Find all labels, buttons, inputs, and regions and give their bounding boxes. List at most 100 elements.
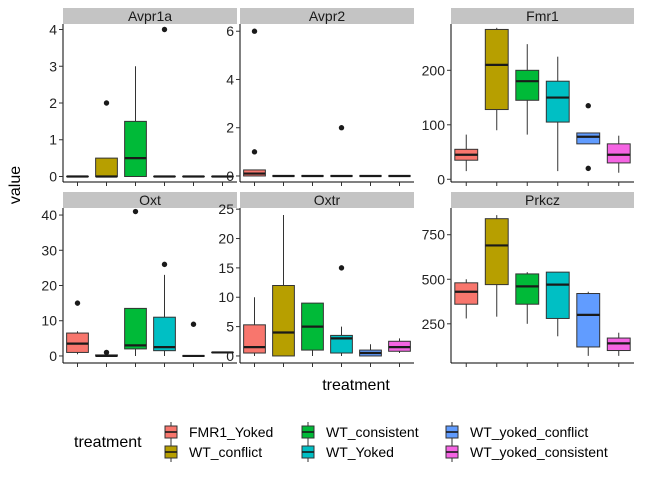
y-tick-label-oxtr-1: 5 xyxy=(226,319,234,335)
outlier-point-0 xyxy=(190,321,197,327)
box-body xyxy=(576,132,601,145)
y-axis-title: value xyxy=(7,166,24,204)
y-tick-label-avpr1a-1: 1 xyxy=(49,132,57,148)
box-oxtr-wt-yoked xyxy=(330,265,353,356)
x-axis-title: treatment xyxy=(322,377,390,394)
strip-fmr1 xyxy=(451,8,634,24)
box-body xyxy=(545,80,570,123)
outlier-point-1 xyxy=(251,28,258,34)
legend: treatment FMR1_Yoked WT_conflict WT_consis… xyxy=(74,422,608,462)
box-body xyxy=(153,316,176,352)
box-avpr2-wt-yoked xyxy=(330,125,353,178)
facet-panels: Avpr1a01234Avpr20246Fmr10100200Oxt010203… xyxy=(41,8,634,367)
box-avpr1a-wt-yoked xyxy=(153,26,176,178)
box-body xyxy=(330,334,353,354)
legend-label-wt-yoked-consistent: WT_yoked_consistent xyxy=(470,444,608,460)
y-tick-label-avpr1a-2: 2 xyxy=(49,95,57,111)
box-fmr1-wt-consistent xyxy=(515,44,540,135)
legend-label-wt-consistent: WT_consistent xyxy=(326,424,419,440)
box-body xyxy=(576,293,601,348)
legend-label-wt-conflict: WT_conflict xyxy=(189,444,262,460)
box-body xyxy=(124,120,147,177)
box-body xyxy=(484,218,509,286)
y-tick-label-oxt-3: 30 xyxy=(41,242,57,258)
y-tick-label-avpr1a-0: 0 xyxy=(49,168,57,184)
y-tick-label-avpr2-1: 2 xyxy=(226,120,234,136)
box-fmr1-wt-yoked xyxy=(545,56,570,172)
panel-fmr1: Fmr1 0 100 200 xyxy=(422,8,634,187)
box-oxtr-wt-yoked-consistent xyxy=(388,338,411,354)
box-oxtr-wt-yoked-conflict xyxy=(359,344,382,357)
legend-label-wt-yoked: WT_Yoked xyxy=(326,444,394,460)
panel-avpr1a: Avpr1a 0 1 2 3 4 xyxy=(49,8,237,186)
box-avpr2-fmr1-yoked xyxy=(243,28,266,177)
y-tick-label-oxtr-0: 0 xyxy=(226,348,234,364)
y-tick-label-oxt-0: 0 xyxy=(49,348,57,364)
strip-label-avpr1a: Avpr1a xyxy=(128,8,172,24)
y-tick-label-oxtr-4: 20 xyxy=(218,231,234,247)
box-fmr1-fmr1-yoked xyxy=(454,134,479,172)
outlier-point-0 xyxy=(251,149,258,155)
y-tick-label-avpr2-0: 0 xyxy=(226,168,234,184)
box-body xyxy=(243,324,266,354)
box-body xyxy=(545,271,570,319)
box-prkcz-fmr1-yoked xyxy=(454,279,479,319)
outlier-point-0 xyxy=(132,208,139,215)
panel-avpr2: Avpr2 0 2 4 6 xyxy=(226,8,414,186)
box-prkcz-wt-yoked-conflict xyxy=(576,291,601,356)
box-body xyxy=(515,69,540,101)
outlier-point-0 xyxy=(161,26,168,33)
box-prkcz-wt-yoked xyxy=(545,271,570,337)
box-fmr1-wt-yoked-conflict xyxy=(576,103,601,172)
outlier-point-0 xyxy=(161,261,168,268)
y-tick-label-fmr1-0: 0 xyxy=(437,171,445,187)
y-tick-label-prkcz-2: 750 xyxy=(422,227,446,243)
y-tick-label-oxt-2: 20 xyxy=(41,278,57,294)
box-prkcz-wt-consistent xyxy=(515,272,540,324)
outlier-point-0 xyxy=(585,103,591,109)
strip-label-avpr2: Avpr2 xyxy=(309,8,346,24)
y-tick-label-avpr1a-3: 3 xyxy=(49,58,57,74)
y-tick-label-oxtr-5: 25 xyxy=(218,201,234,217)
strip-prkcz xyxy=(451,192,634,208)
y-tick-label-avpr1a-4: 4 xyxy=(49,22,57,38)
box-body xyxy=(95,157,118,177)
box-body xyxy=(454,282,479,305)
legend-title: treatment xyxy=(74,434,142,451)
legend-item-wt-conflict: WT_conflict xyxy=(164,442,262,462)
box-fmr1-wt-yoked-consistent xyxy=(606,135,631,173)
panel-prkcz: Prkcz 250 500 750 xyxy=(422,192,634,367)
y-tick-label-prkcz-0: 250 xyxy=(422,316,446,332)
legend-item-wt-yoked: WT_Yoked xyxy=(301,442,394,462)
legend-label-fmr1-yoked: FMR1_Yoked xyxy=(189,424,273,440)
box-body xyxy=(124,307,147,350)
strip-label-prkcz: Prkcz xyxy=(525,192,560,208)
outlier-point-0 xyxy=(338,265,345,271)
y-tick-label-oxt-4: 40 xyxy=(41,207,57,223)
box-oxt-fmr1-yoked xyxy=(66,300,89,355)
box-body xyxy=(272,285,295,357)
box-oxt-wt-yoked xyxy=(153,261,176,356)
box-avpr1a-wt-conflict xyxy=(95,100,118,178)
box-oxtr-wt-conflict xyxy=(272,215,295,357)
box-fmr1-wt-conflict xyxy=(484,27,509,131)
y-tick-label-fmr1-1: 100 xyxy=(422,117,446,133)
box-oxt-wt-consistent xyxy=(124,208,147,356)
box-oxt-wt-yoked-conflict xyxy=(182,321,205,358)
legend-item-fmr1-yoked: FMR1_Yoked xyxy=(164,422,273,442)
box-prkcz-wt-conflict xyxy=(484,215,509,317)
y-tick-label-prkcz-1: 500 xyxy=(422,271,446,287)
strip-oxtr xyxy=(240,192,414,208)
outlier-point-0 xyxy=(103,100,110,106)
box-prkcz-wt-yoked-consistent xyxy=(606,332,631,356)
box-body xyxy=(606,143,631,164)
strip-label-oxt: Oxt xyxy=(139,192,161,208)
box-oxtr-wt-consistent xyxy=(301,302,324,356)
legend-item-wt-yoked-conflict: WT_yoked_conflict xyxy=(445,422,588,442)
legend-item-wt-consistent: WT_consistent xyxy=(301,422,419,442)
outlier-point-1 xyxy=(585,165,591,172)
y-tick-label-avpr2-3: 6 xyxy=(226,23,234,39)
y-tick-label-fmr1-2: 200 xyxy=(422,62,446,78)
box-oxt-wt-conflict xyxy=(95,349,118,358)
panel-oxt: Oxt 0 10 20 30 40 xyxy=(41,192,237,367)
